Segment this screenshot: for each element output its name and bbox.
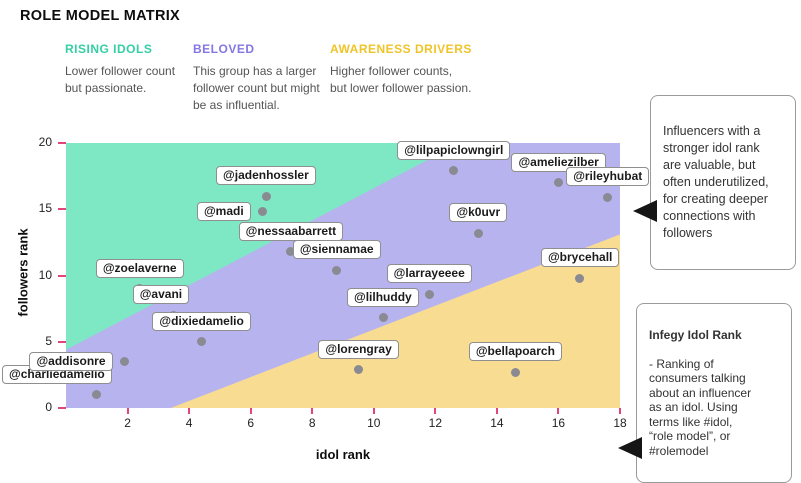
y-tick-mark [58,274,66,277]
data-point-dot [473,228,483,238]
legend-beloved-label: BELOVED [193,42,255,56]
data-point-dot [332,265,342,275]
callout-idol-rank-title: Infegy Idol Rank [649,327,742,342]
data-point-dot [378,313,388,323]
callout-pointer-arrow-icon [633,200,657,222]
y-tick-mark [58,340,66,343]
y-tick-label: 5 [45,333,52,348]
legend-rising-idols-label: RISING IDOLS [65,42,153,56]
data-point-label: @dixiedamelio [152,311,251,331]
legend-beloved: BELOVED This group has a larger follower… [193,42,333,113]
data-point-label: @k0uvr [449,203,508,223]
data-point-label: @addisonre [29,352,113,372]
x-tick-label: 2 [124,416,131,430]
data-point-dot [286,247,296,257]
data-point-dot [553,178,563,188]
callout-idol-rank-definition: Infegy Idol Rank - Ranking of consumers … [636,303,792,483]
x-tick-label: 4 [185,416,193,430]
data-point-dot [424,289,434,299]
y-tick-label: 15 [38,201,52,216]
region-awareness-drivers [170,234,620,408]
legend-awareness-drivers-label: AWARENESS DRIVERS [330,42,472,56]
x-tick-label: 14 [490,416,504,430]
y-tick-label: 0 [45,400,52,414]
legend-awareness-drivers-desc: Higher follower counts, but lower follow… [330,64,472,95]
x-tick-mark [619,408,621,414]
data-point-dot [92,390,102,400]
callout-idol-rank-text: - Ranking of consumers talking about an … [649,356,752,458]
data-point-label: @jadenhossler [216,166,316,185]
x-tick-mark [372,408,375,414]
legend-rising-idols-desc: Lower follower count but passionate. [65,64,176,95]
data-point-dot [510,367,520,377]
data-point-dot [119,357,129,367]
x-tick-mark [557,408,560,414]
x-tick-label: 12 [428,416,442,430]
x-tick-mark [249,408,252,414]
callout-influencers-text: Influencers with a stronger idol rank ar… [663,124,769,240]
data-point-label: @rileyhubat [566,167,650,187]
data-point-label: @nessaabarrett [238,221,344,241]
callout-pointer-arrow-icon [618,437,642,459]
data-point-label: @larrayeeee [386,264,472,284]
region-rising-idols [66,143,460,350]
data-point-label: @bellapoarch [468,342,562,362]
x-tick-label: 10 [367,416,381,430]
x-tick-label: 18 [613,416,627,430]
data-point-label: @brycehall [540,248,620,268]
data-point-dot [603,192,613,202]
x-tick-mark [126,408,129,414]
legend-awareness-drivers: AWARENESS DRIVERS Higher follower counts… [330,42,515,97]
data-point-dot [261,191,271,201]
x-tick-mark [188,408,191,414]
x-tick-mark [434,408,437,414]
legend-rising-idols: RISING IDOLS Lower follower count but pa… [65,42,190,97]
data-point-label: @madi [196,202,251,222]
y-tick-label: 10 [38,267,52,282]
x-tick-mark [311,408,314,414]
x-tick-mark [495,408,498,414]
x-tick-label: 8 [308,416,316,430]
data-point-dot [449,166,459,176]
y-tick-label: 20 [38,135,52,149]
data-point-label: @zoelaverne [95,258,184,278]
legend-beloved-desc: This group has a larger follower count b… [193,64,320,112]
data-point-label: @avani [132,285,190,305]
data-point-dot [353,365,363,375]
page-title: ROLE MODEL MATRIX [20,8,181,24]
x-axis-label: idol rank [315,447,371,462]
data-point-dot [258,207,268,217]
y-tick-mark [58,142,66,144]
data-point-label: @lilhuddy [347,287,419,307]
data-point-dot [575,273,585,283]
data-point-label: @lilpapiclowngirl [397,140,511,160]
data-point-dot [196,337,206,347]
y-tick-mark [58,208,66,211]
x-tick-label: 6 [247,416,254,430]
x-tick-label: 16 [551,416,566,430]
callout-influencers-note: Influencers with a stronger idol rank ar… [650,95,796,270]
data-point-label: @lorengray [318,339,399,359]
y-tick-mark [58,407,66,409]
data-point-label: @siennamae [292,240,381,260]
data-point-label: @ameliezilber [511,152,606,172]
